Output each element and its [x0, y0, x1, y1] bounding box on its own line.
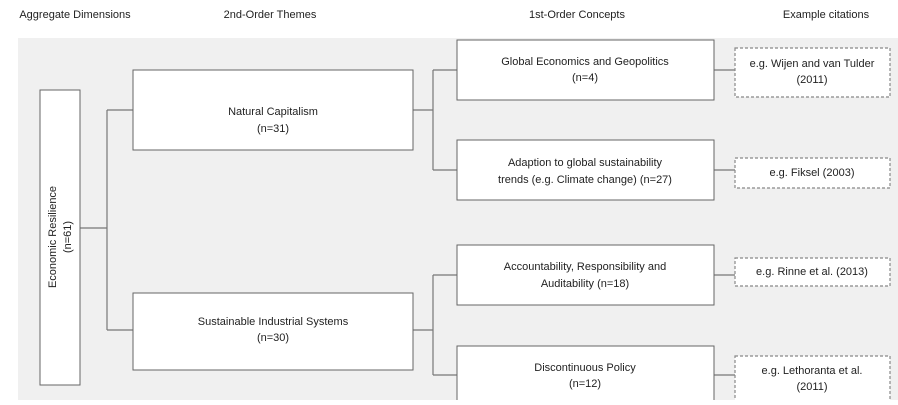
- citation-text: e.g. Wijen and van Tulder: [750, 58, 875, 70]
- concept-text: Adaption to global sustainability: [508, 157, 663, 169]
- concept-box: [456, 39, 715, 101]
- concept-box: [456, 244, 715, 306]
- citation-box: [734, 157, 891, 189]
- concept-text: (n=12): [569, 378, 601, 390]
- theme-box: [132, 69, 414, 151]
- header: Aggregate Dimensions: [19, 9, 131, 21]
- connectors: [80, 69, 735, 376]
- theme-box: [132, 292, 414, 371]
- citation-text: (2011): [797, 381, 828, 393]
- citation-box: [734, 355, 891, 403]
- concept-text: trends (e.g. Climate change) (n=27): [498, 174, 672, 186]
- theme-label: Natural Capitalism: [228, 106, 318, 118]
- concept-text: (n=4): [572, 72, 598, 84]
- citation-text: (2011): [797, 74, 828, 86]
- citation-text: e.g. Rinne et al. (2013): [756, 266, 868, 278]
- aggregate-label: Economic Resilience: [47, 186, 59, 288]
- theme-count: (n=30): [257, 332, 289, 344]
- concept-text: Accountability, Responsibility and: [504, 261, 666, 273]
- header: 1st-Order Concepts: [529, 9, 625, 21]
- aggregate-box: [39, 89, 81, 386]
- concept-box: [456, 139, 715, 201]
- concept-text: Global Economics and Geopolitics: [501, 56, 669, 68]
- concept-box: [456, 345, 715, 405]
- header: Example citations: [783, 9, 870, 21]
- aggregate-count: (n=61): [62, 221, 74, 253]
- theme-label: Sustainable Industrial Systems: [198, 316, 349, 328]
- theme-count: (n=31): [257, 123, 289, 135]
- concept-text: Discontinuous Policy: [534, 362, 636, 374]
- citation-box: [734, 47, 891, 98]
- concept-text: Auditability (n=18): [541, 278, 629, 290]
- header: 2nd-Order Themes: [224, 9, 317, 21]
- citation-text: e.g. Lethoranta et al.: [762, 365, 863, 377]
- citation-text: e.g. Fiksel (2003): [770, 167, 855, 179]
- citation-box: [734, 257, 891, 287]
